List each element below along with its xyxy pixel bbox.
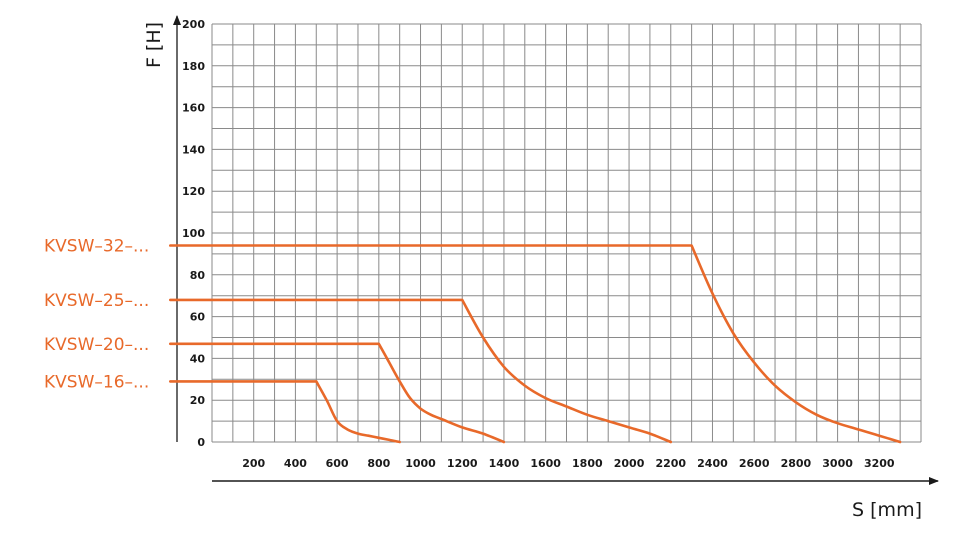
x-tick-label: 600 <box>326 457 349 470</box>
x-tick-label: 2400 <box>697 457 728 470</box>
series-lines <box>169 244 902 444</box>
x-tick-label: 1000 <box>405 457 436 470</box>
y-axis-label: F [H] <box>143 22 165 68</box>
y-tick-label: 100 <box>182 227 205 240</box>
series-line <box>169 244 902 444</box>
x-tick-label: 400 <box>284 457 307 470</box>
series-label: KVSW–32–... <box>44 237 149 257</box>
y-tick-label: 140 <box>182 143 205 156</box>
axes <box>173 15 939 485</box>
y-tick-label: 20 <box>190 394 206 407</box>
x-tick-label: 2200 <box>655 457 686 470</box>
x-tick-label: 2000 <box>614 457 645 470</box>
x-tick-label: 1400 <box>489 457 520 470</box>
x-tick-label: 1200 <box>447 457 478 470</box>
series-line <box>169 342 506 444</box>
x-tick-label: 1800 <box>572 457 603 470</box>
x-tick-label: 3000 <box>822 457 853 470</box>
tick-labels: 0 20 40 60 80 100 120 140 160 180 200 200 400 600 800 1… <box>182 18 895 470</box>
grid <box>211 23 922 443</box>
series-label: KVSW–16–... <box>44 372 149 392</box>
y-tick-label: 160 <box>182 102 205 115</box>
x-tick-label: 3200 <box>864 457 895 470</box>
x-axis-label: S [mm] <box>852 499 922 521</box>
y-tick-label: 200 <box>182 18 205 31</box>
y-tick-label: 180 <box>182 60 205 73</box>
x-tick-label: 2600 <box>739 457 770 470</box>
series-label: KVSW–20–... <box>44 335 149 355</box>
series-line <box>169 298 673 444</box>
x-tick-label: 200 <box>242 457 265 470</box>
series-line <box>169 380 401 444</box>
y-tick-label: 120 <box>182 185 205 198</box>
y-tick-label: 40 <box>190 352 206 365</box>
x-tick-label: 1600 <box>530 457 561 470</box>
y-tick-label: 60 <box>190 311 206 324</box>
x-tick-label: 2800 <box>781 457 812 470</box>
series-labels: KVSW–32–... KVSW–25–... KVSW–20–... KVSW–16… <box>44 237 149 393</box>
series-label: KVSW–25–... <box>44 291 149 311</box>
x-tick-label: 800 <box>367 457 390 470</box>
y-tick-label: 80 <box>190 269 206 282</box>
y-tick-label: 0 <box>197 436 205 449</box>
